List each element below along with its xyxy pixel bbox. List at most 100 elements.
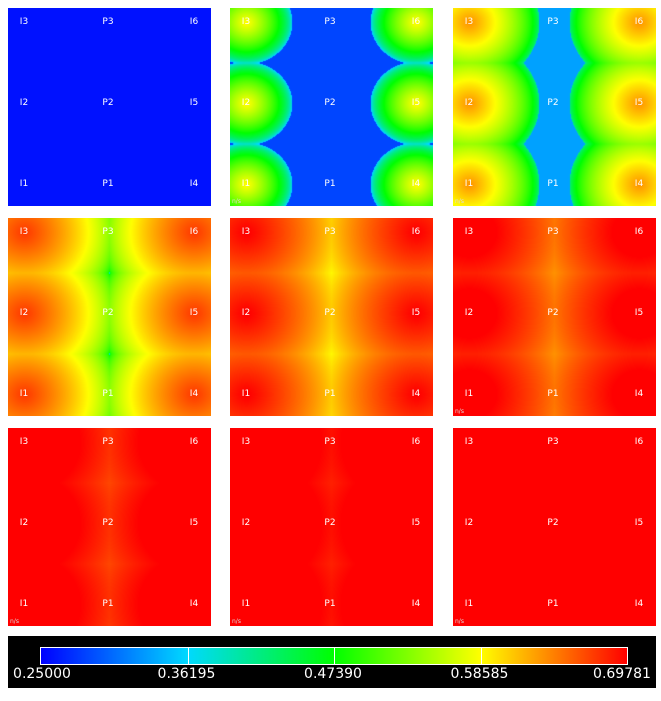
color-scale-bar (40, 647, 628, 665)
well-label: I5 (411, 518, 421, 528)
well-label: I2 (19, 518, 29, 528)
legend-tick-label: 0.36195 (157, 666, 216, 682)
well-label: I3 (19, 17, 29, 27)
well-label: P3 (102, 437, 114, 447)
legend-tick-label: 0.69781 (593, 666, 651, 682)
well-label: I5 (634, 98, 644, 108)
well-label: I4 (411, 599, 421, 609)
well-label: P3 (547, 437, 559, 447)
well-label: I1 (241, 179, 251, 189)
corner-tag: n/s (455, 618, 464, 625)
well-label: P1 (102, 179, 114, 189)
well-label: I4 (634, 389, 644, 399)
well-label: I3 (19, 437, 29, 447)
saturation-field (8, 8, 211, 206)
well-label: P2 (324, 308, 336, 318)
well-label: I5 (634, 308, 644, 318)
well-label: I5 (634, 518, 644, 528)
saturation-field (8, 428, 211, 626)
well-label: P3 (324, 437, 336, 447)
well-label: I6 (634, 17, 644, 27)
well-label: I1 (19, 389, 29, 399)
well-label: I2 (241, 308, 251, 318)
well-label: I4 (411, 179, 421, 189)
well-label: I5 (411, 308, 421, 318)
well-label: I1 (464, 389, 474, 399)
well-label: I3 (464, 17, 474, 27)
legend-tick-label: 0.25000 (13, 666, 71, 682)
well-label: P2 (547, 518, 559, 528)
color-scale-legend: 0.25000 0.36195 0.47390 0.58585 0.69781 (8, 636, 656, 688)
well-label: P1 (324, 599, 336, 609)
well-label: P2 (102, 308, 114, 318)
well-label: I2 (464, 518, 474, 528)
well-label: I6 (189, 17, 199, 27)
well-label: P3 (547, 17, 559, 27)
well-label: P2 (324, 98, 336, 108)
well-label: I4 (634, 179, 644, 189)
well-label: I4 (634, 599, 644, 609)
well-label: I2 (19, 98, 29, 108)
well-label: I5 (189, 308, 199, 318)
saturation-field (230, 8, 433, 206)
corner-tag: n/s (455, 198, 464, 205)
legend-tick-label: 0.47390 (304, 666, 362, 682)
well-label: P1 (547, 179, 559, 189)
saturation-map-8: I1 I2 I3 P1 P2 P3 I4 I5 I6 n/s (230, 428, 433, 626)
legend-tick-mark (334, 648, 335, 664)
well-label: P1 (547, 389, 559, 399)
well-label: I4 (189, 389, 199, 399)
well-label: I3 (464, 437, 474, 447)
saturation-field (8, 218, 211, 416)
well-label: I6 (189, 437, 199, 447)
saturation-map-2: I1 I2 I3 P1 P2 P3 I4 I5 I6 n/s (230, 8, 433, 206)
well-label: P3 (324, 17, 336, 27)
well-label: I3 (241, 437, 251, 447)
saturation-field (453, 218, 656, 416)
well-label: P3 (102, 227, 114, 237)
corner-tag: n/s (455, 408, 464, 415)
well-label: I6 (634, 227, 644, 237)
well-label: P1 (102, 389, 114, 399)
well-label: P2 (102, 98, 114, 108)
well-label: I2 (241, 518, 251, 528)
saturation-map-6: I1 I2 I3 P1 P2 P3 I4 I5 I6 n/s (453, 218, 656, 416)
well-label: I2 (464, 308, 474, 318)
corner-tag: n/s (232, 198, 241, 205)
saturation-field (230, 428, 433, 626)
well-label: P3 (547, 227, 559, 237)
well-label: P2 (547, 308, 559, 318)
saturation-map-7: I1 I2 I3 P1 P2 P3 I4 I5 I6 n/s (8, 428, 211, 626)
well-label: I1 (241, 389, 251, 399)
well-label: P1 (324, 389, 336, 399)
saturation-field (453, 8, 656, 206)
well-label: P1 (324, 179, 336, 189)
well-label: I1 (464, 599, 474, 609)
well-label: I6 (411, 437, 421, 447)
well-label: P2 (102, 518, 114, 528)
saturation-field (230, 218, 433, 416)
well-label: I6 (411, 227, 421, 237)
legend-tick-mark (187, 648, 189, 664)
well-label: I1 (241, 599, 251, 609)
well-label: I2 (464, 98, 474, 108)
legend-tick-mark (480, 648, 482, 664)
corner-tag: n/s (232, 618, 241, 625)
well-label: I1 (19, 179, 29, 189)
well-label: I4 (189, 599, 199, 609)
saturation-map-1: I1 I2 I3 P1 P2 P3 I4 I5 I6 (8, 8, 211, 206)
well-label: P1 (102, 599, 114, 609)
corner-tag: n/s (10, 618, 19, 625)
well-label: I6 (189, 227, 199, 237)
well-label: I5 (189, 518, 199, 528)
well-label: I3 (464, 227, 474, 237)
well-label: I4 (189, 179, 199, 189)
well-label: I6 (411, 17, 421, 27)
well-label: I1 (464, 179, 474, 189)
saturation-map-5: I1 I2 I3 P1 P2 P3 I4 I5 I6 (230, 218, 433, 416)
well-label: P1 (547, 599, 559, 609)
well-label: I5 (189, 98, 199, 108)
well-label: I2 (241, 98, 251, 108)
well-label: I3 (241, 17, 251, 27)
well-label: P3 (102, 17, 114, 27)
